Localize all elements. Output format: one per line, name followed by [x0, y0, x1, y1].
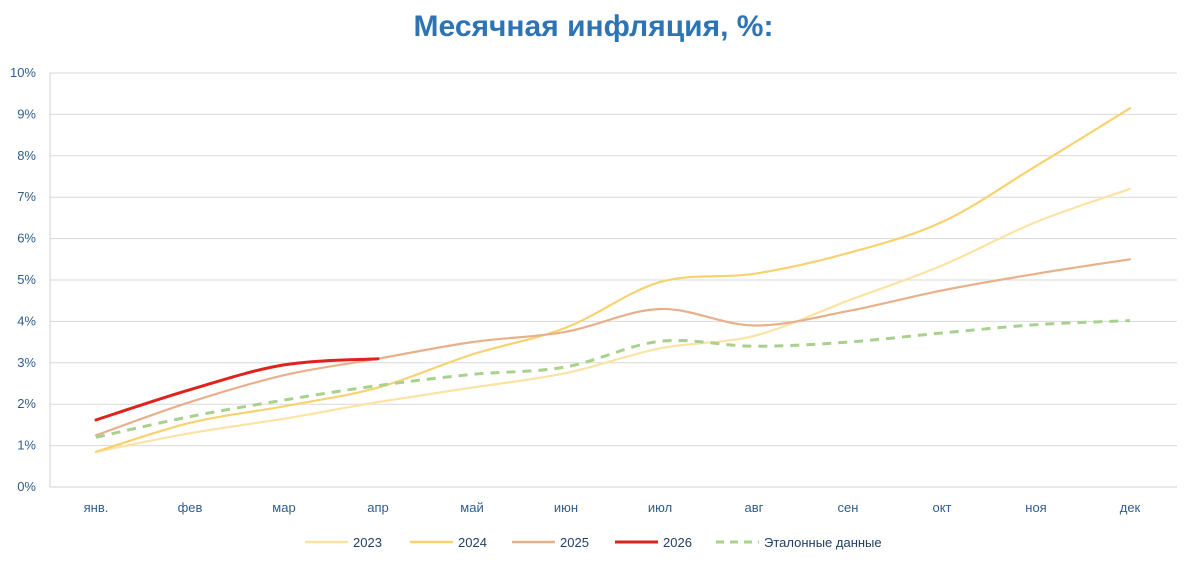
- x-tick-label: фев: [178, 500, 203, 515]
- x-tick-label: май: [460, 500, 483, 515]
- series-line-5: [95, 319, 1131, 439]
- legend-label: Эталонные данные: [764, 535, 882, 550]
- y-tick-label: 2%: [17, 396, 36, 411]
- x-tick-label: апр: [367, 500, 389, 515]
- y-tick-label: 5%: [17, 272, 36, 287]
- x-tick-label: сен: [838, 500, 859, 515]
- series-lines: [94, 107, 1132, 453]
- x-tick-label: ноя: [1025, 500, 1046, 515]
- legend-label: 2024: [458, 535, 487, 550]
- x-axis-ticks: янв. фев мар апр май июн июл авг сен окт ноя дек: [84, 500, 1141, 515]
- legend-label: 2025: [560, 535, 589, 550]
- legend: 2023 2024 2025 2026 Эталонные данные: [305, 535, 882, 550]
- y-axis-ticks: 0% 1% 2% 3% 4% 5% 6% 7% 8% 9% 10%: [10, 65, 36, 494]
- y-tick-label: 4%: [17, 313, 36, 328]
- y-tick-label: 7%: [17, 189, 36, 204]
- x-tick-label: дек: [1120, 500, 1141, 515]
- x-tick-label: янв.: [84, 500, 109, 515]
- series-line-1: [94, 187, 1132, 453]
- series-line-3: [94, 258, 1132, 437]
- y-tick-label: 3%: [17, 355, 36, 370]
- gridlines: [49, 72, 1177, 488]
- x-tick-label: июл: [648, 500, 672, 515]
- legend-label: 2023: [353, 535, 382, 550]
- y-tick-label: 1%: [17, 438, 36, 453]
- y-tick-label: 9%: [17, 106, 36, 121]
- y-tick-label: 8%: [17, 148, 36, 163]
- x-tick-label: мар: [272, 500, 295, 515]
- chart-title: Месячная инфляция, %:: [413, 10, 774, 43]
- x-tick-label: авг: [745, 500, 764, 515]
- legend-label: 2026: [663, 535, 692, 550]
- y-tick-label: 6%: [17, 231, 36, 246]
- y-tick-label: 0%: [17, 479, 36, 494]
- x-tick-label: июн: [554, 500, 578, 515]
- x-tick-label: окт: [932, 500, 951, 515]
- y-tick-label: 10%: [10, 65, 36, 80]
- series-line-4: [94, 357, 380, 422]
- series-line-2: [94, 107, 1132, 453]
